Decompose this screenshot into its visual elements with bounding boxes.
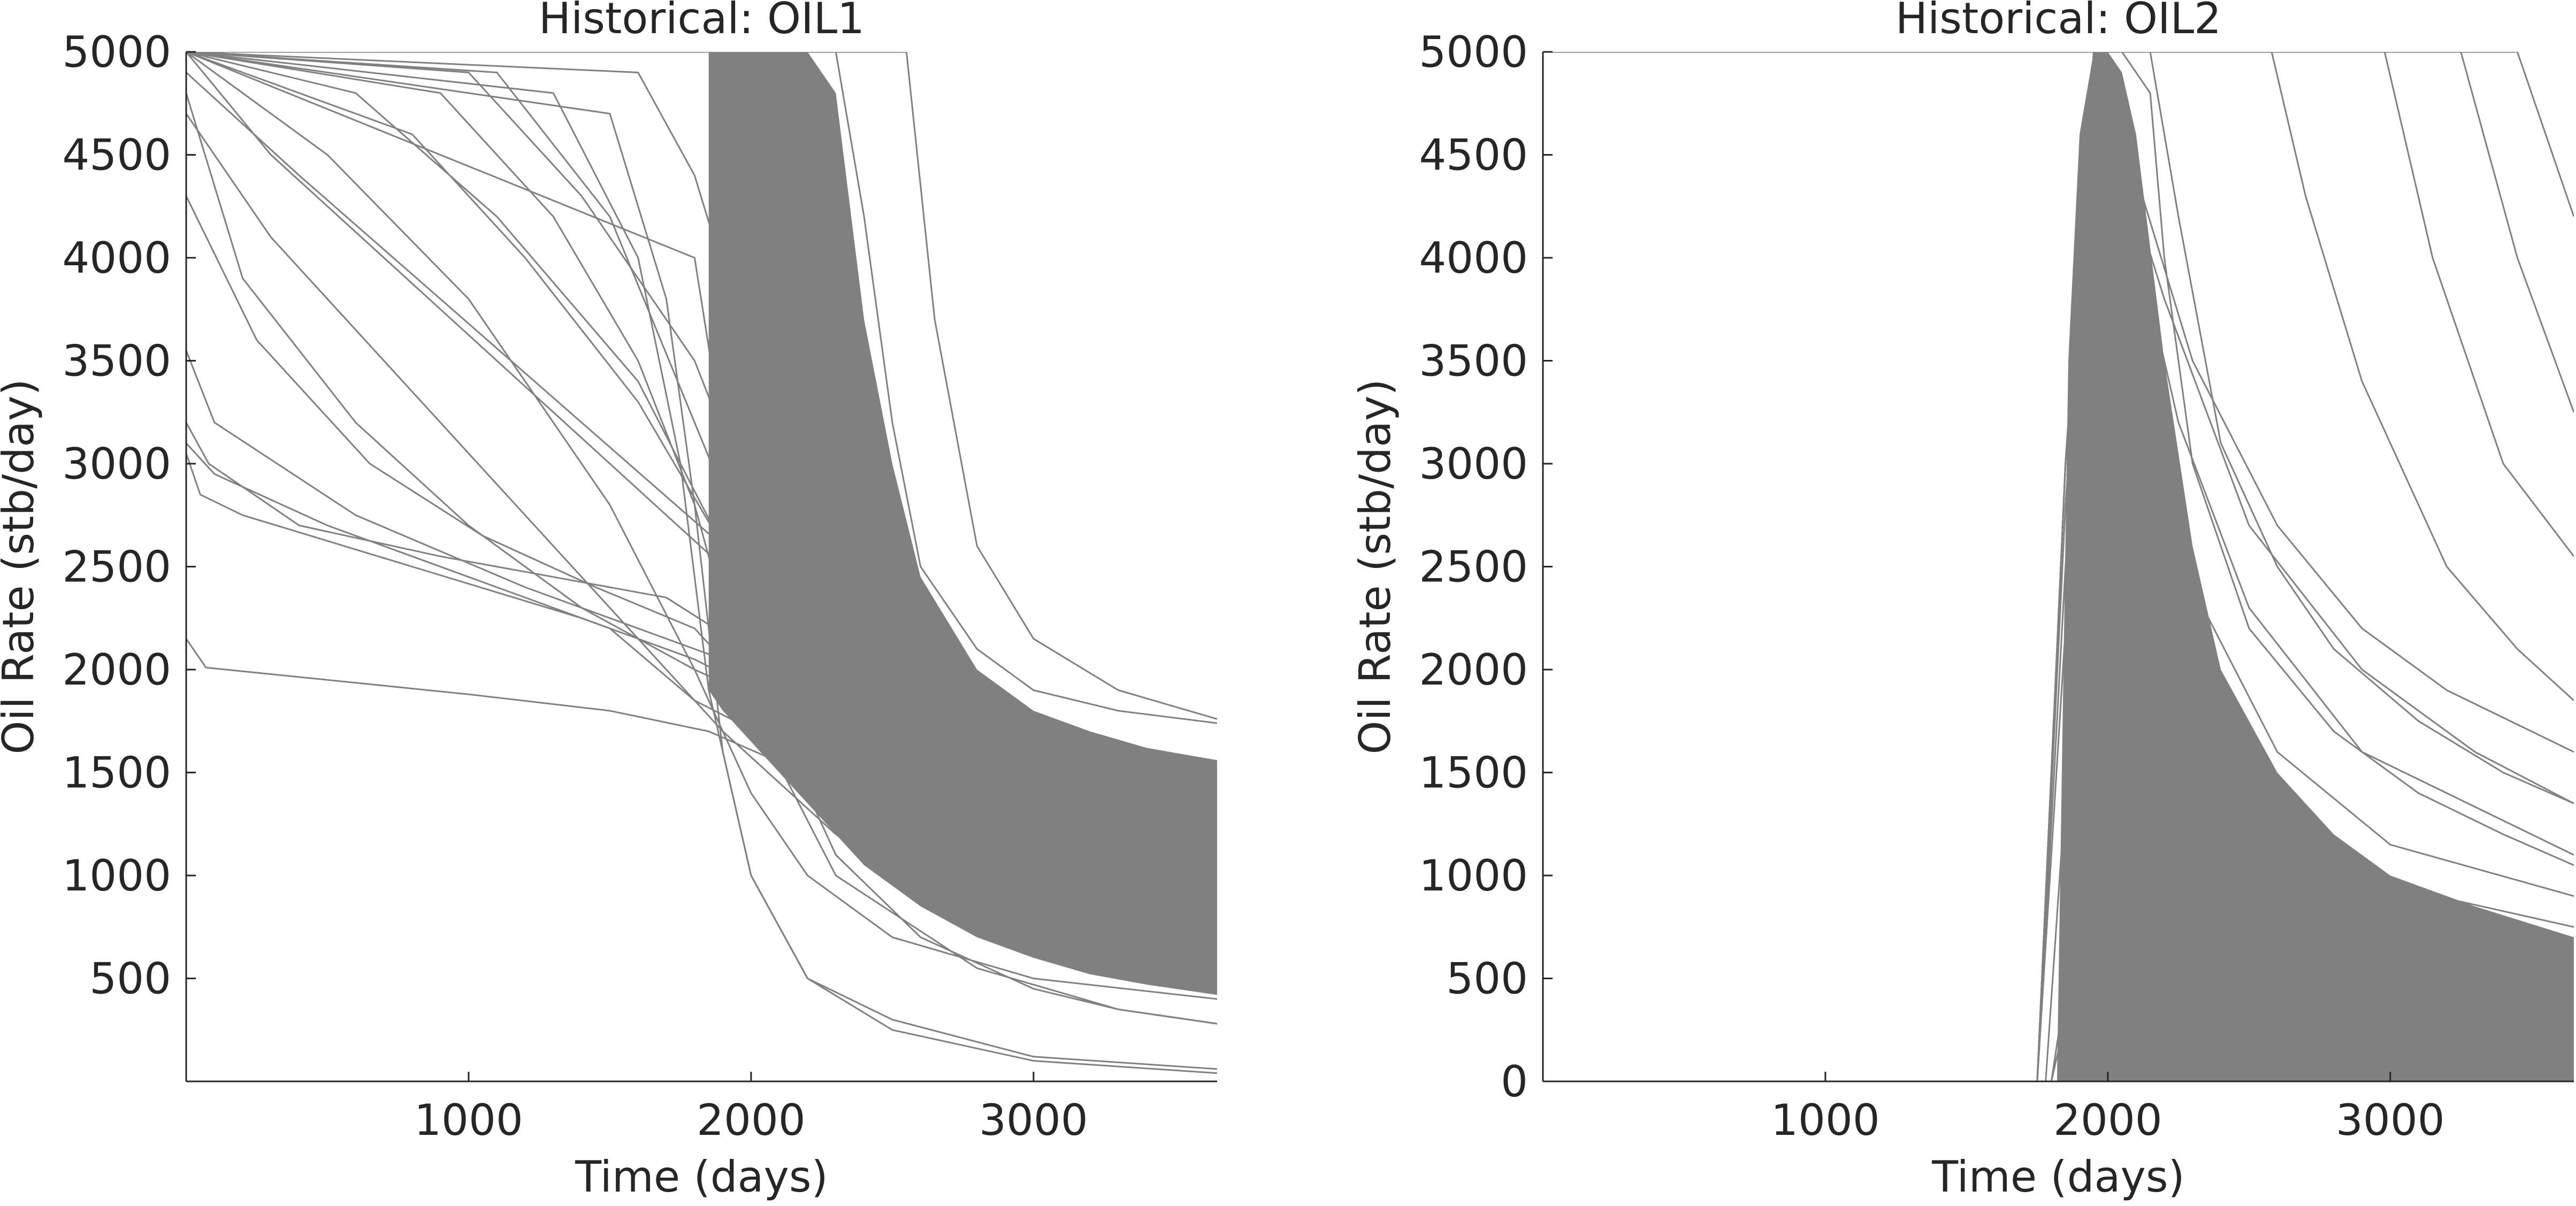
oil2-panel: Historical: OIL2 Time (days) Oil Rate (s… <box>1350 0 2574 1202</box>
x-tick-label: 2000 <box>697 1095 806 1145</box>
y-tick-label: 1500 <box>1419 748 1528 798</box>
series-line-18 <box>186 52 1217 938</box>
y-tick-label: 4000 <box>1419 233 1528 283</box>
series-line-8 <box>186 350 1217 804</box>
x-axis-label: Time (days) <box>575 1152 828 1202</box>
chart-title: Historical: OIL1 <box>539 0 865 43</box>
y-tick-label: 2500 <box>1419 542 1528 592</box>
y-tick-label: 5000 <box>1419 27 1528 77</box>
series-group <box>186 52 1217 1074</box>
series-line-10 <box>186 453 1217 835</box>
series-line-9 <box>1543 586 2574 1081</box>
series-line-7 <box>1543 133 2574 1081</box>
series-line-11 <box>186 422 1217 887</box>
series-line-15 <box>186 52 1217 1025</box>
y-tick-label: 1500 <box>62 748 171 798</box>
series-line-8 <box>1543 216 2574 1081</box>
y-tick-label: 4000 <box>62 233 171 283</box>
x-axis-label: Time (days) <box>1931 1152 2184 1202</box>
x-tick-label: 1000 <box>1771 1095 1880 1145</box>
y-tick-label: 3000 <box>62 439 171 489</box>
dense-trace-band <box>2057 52 2574 1081</box>
y-tick-label: 1000 <box>1419 851 1528 901</box>
y-tick-label: 3000 <box>1419 439 1528 489</box>
x-tick-label: 3000 <box>2336 1095 2445 1145</box>
series-line-2 <box>186 52 1217 1025</box>
y-tick-label: 0 <box>1501 1057 1528 1107</box>
y-axis-label: Oil Rate (stb/day) <box>0 379 43 754</box>
series-line-10 <box>1543 772 2574 1081</box>
oil1-panel: Historical: OIL1 Time (days) Oil Rate (s… <box>0 0 1217 1202</box>
y-tick-label: 3500 <box>1419 336 1528 386</box>
series-line-13 <box>186 113 1217 979</box>
chart-title: Historical: OIL2 <box>1895 0 2221 43</box>
y-tick-label: 500 <box>89 954 171 1004</box>
y-tick-label: 1000 <box>62 851 171 901</box>
series-line-11 <box>1543 916 2574 1081</box>
series-line-3 <box>1543 52 2574 557</box>
series-line-3 <box>186 52 1217 979</box>
series-line-1 <box>186 52 1217 720</box>
y-tick-label: 2000 <box>1419 645 1528 695</box>
y-tick-label: 4500 <box>62 130 171 180</box>
series-line-4 <box>1543 52 2574 413</box>
dense-trace-band <box>708 52 1217 995</box>
series-line-21 <box>186 52 1217 979</box>
series-line-20 <box>186 52 1217 969</box>
y-tick-label: 2500 <box>62 542 171 592</box>
series-line-5 <box>1543 52 2574 217</box>
x-tick-label: 2000 <box>2053 1095 2162 1145</box>
x-tick-label: 3000 <box>979 1095 1088 1145</box>
y-axis-label: Oil Rate (stb/day) <box>1350 379 1400 754</box>
y-tick-label: 4500 <box>1419 130 1528 180</box>
y-tick-label: 3500 <box>62 336 171 386</box>
series-line-2 <box>1543 52 2574 701</box>
x-tick-label: 1000 <box>414 1095 523 1145</box>
series-line-12 <box>186 638 1217 908</box>
y-tick-label: 2000 <box>62 645 171 695</box>
series-line-13 <box>1543 72 2574 1081</box>
series-line-17 <box>186 52 1217 1074</box>
y-tick-label: 500 <box>1446 954 1528 1004</box>
y-tick-label: 5000 <box>62 27 171 77</box>
series-group <box>1543 52 2574 1081</box>
series-line-19 <box>186 52 1217 969</box>
series-line-0 <box>186 52 1217 724</box>
